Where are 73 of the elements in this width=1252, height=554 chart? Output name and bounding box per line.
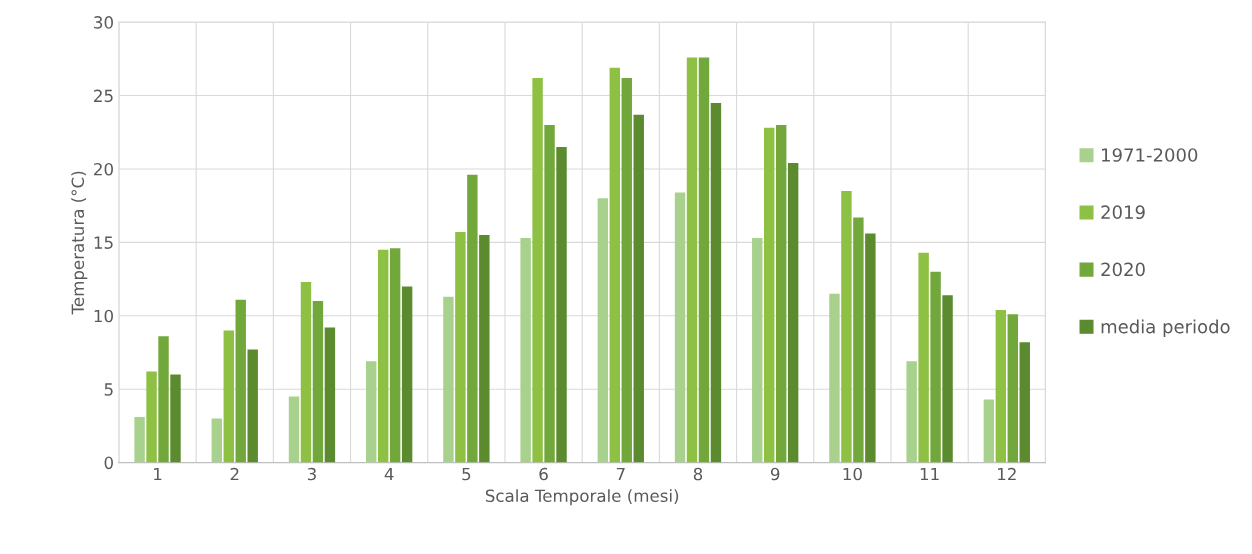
y-tick-label: 5 bbox=[104, 383, 113, 396]
y-tick-label: 30 bbox=[94, 16, 113, 29]
y-tick-label: 20 bbox=[94, 162, 113, 176]
bar bbox=[710, 102, 722, 463]
bar bbox=[247, 349, 258, 463]
bar bbox=[288, 396, 300, 463]
bar bbox=[1019, 342, 1030, 463]
bar bbox=[865, 233, 876, 463]
legend-label: 2020 bbox=[1101, 262, 1145, 277]
bar bbox=[1007, 314, 1019, 463]
legend-label: media periodo bbox=[1101, 319, 1230, 337]
bar bbox=[995, 309, 1007, 463]
legend-label: 2019 bbox=[1101, 205, 1145, 220]
bar bbox=[389, 248, 401, 463]
x-tick-label: 4 bbox=[384, 467, 394, 481]
bar bbox=[158, 336, 169, 463]
bar bbox=[366, 361, 377, 463]
x-tick-label: 8 bbox=[693, 467, 703, 481]
bar bbox=[674, 192, 686, 463]
bar bbox=[752, 237, 763, 463]
bar bbox=[223, 330, 234, 463]
bar bbox=[544, 124, 555, 463]
bar bbox=[520, 237, 531, 463]
bar bbox=[983, 399, 995, 463]
x-tick-label: 6 bbox=[539, 467, 548, 481]
bar bbox=[698, 57, 710, 463]
bar bbox=[841, 190, 852, 463]
x-tick-label: 3 bbox=[307, 467, 316, 481]
x-tick-label: 9 bbox=[770, 467, 780, 481]
bar bbox=[609, 67, 621, 463]
y-tick-label: 15 bbox=[94, 236, 113, 249]
y-tick-label: 0 bbox=[104, 456, 113, 470]
bar bbox=[146, 371, 157, 463]
x-tick-label: 7 bbox=[616, 467, 625, 481]
bar bbox=[556, 146, 567, 463]
bar bbox=[443, 296, 454, 463]
bar bbox=[532, 77, 543, 463]
bar bbox=[401, 286, 413, 463]
bar bbox=[324, 327, 336, 463]
y-axis-title: Temperatura (°C) bbox=[71, 171, 88, 315]
bar bbox=[235, 299, 246, 463]
bar bbox=[686, 57, 698, 463]
bar bbox=[787, 163, 799, 463]
bar bbox=[312, 301, 324, 463]
x-axis-title: Scala Temporale (mesi) bbox=[485, 489, 679, 506]
bar bbox=[597, 198, 609, 463]
bar bbox=[455, 232, 466, 463]
bar bbox=[764, 127, 775, 463]
bar bbox=[942, 295, 953, 463]
y-tick-label: 10 bbox=[94, 309, 113, 323]
legend-label: 1971-2000 bbox=[1102, 148, 1198, 162]
y-tick-label: 25 bbox=[94, 89, 113, 103]
bar bbox=[853, 217, 864, 463]
bar bbox=[633, 114, 644, 463]
x-tick-label: 11 bbox=[920, 467, 939, 481]
bar bbox=[467, 174, 478, 463]
bar bbox=[170, 374, 181, 463]
bar bbox=[621, 77, 632, 463]
x-tick-label: 12 bbox=[998, 467, 1016, 481]
x-tick-label: 1 bbox=[154, 467, 162, 481]
bar bbox=[134, 417, 145, 463]
bar bbox=[930, 271, 941, 463]
bar bbox=[377, 249, 389, 463]
bar bbox=[918, 252, 929, 463]
x-tick-label: 10 bbox=[843, 467, 862, 481]
bar bbox=[300, 282, 312, 463]
x-tick-label: 5 bbox=[462, 467, 471, 481]
bar bbox=[906, 361, 917, 463]
bar bbox=[775, 124, 787, 463]
bar bbox=[479, 235, 490, 463]
x-tick-label: 2 bbox=[230, 467, 239, 481]
bar bbox=[829, 293, 840, 463]
bar bbox=[211, 418, 223, 463]
